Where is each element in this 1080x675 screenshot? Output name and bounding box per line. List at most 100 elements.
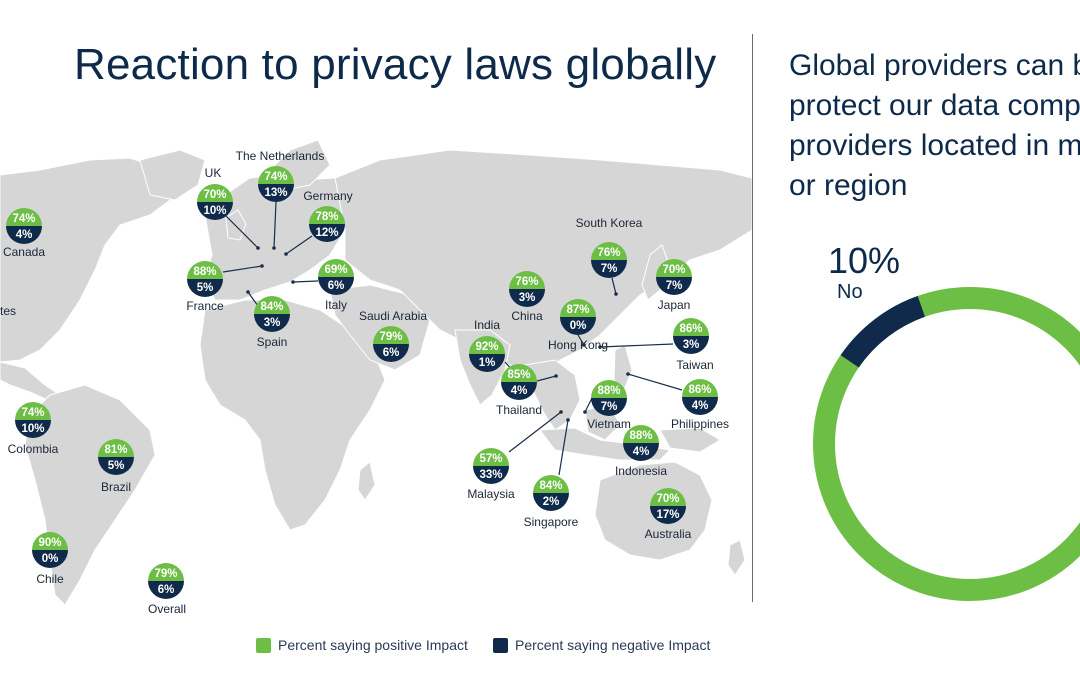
germany-location-dot <box>284 252 288 256</box>
singapore-badge: 84%2% <box>533 475 569 511</box>
malaysia-negative-value: 33% <box>479 469 502 481</box>
colombia-badge: 74%10% <box>15 402 51 438</box>
japan-negative-half <box>656 277 692 295</box>
vietnam-positive-value: 88% <box>597 385 620 397</box>
saudi-arabia-negative-value: 6% <box>383 347 400 359</box>
italy-negative-half <box>318 277 354 295</box>
spain-negative-half <box>254 314 290 332</box>
philippines-badge: 86%4% <box>682 379 718 415</box>
taiwan-positive-half <box>673 318 709 336</box>
taiwan-badge: 86%3% <box>673 318 709 354</box>
indonesia-negative-value: 4% <box>633 446 650 458</box>
taiwan-label: Taiwan <box>676 358 713 372</box>
indonesia-badge: 88%4% <box>623 425 659 461</box>
legend-negative: Percent saying negative Impact <box>493 637 710 653</box>
south-korea-leader-line <box>611 277 617 295</box>
india-positive-value: 92% <box>475 341 498 353</box>
philippines-location-dot <box>626 372 630 376</box>
thailand-positive-value: 85% <box>507 369 530 381</box>
canada-label: Canada <box>3 245 45 259</box>
saudi-arabia-positive-value: 79% <box>379 331 402 343</box>
the-netherlands-label: The Netherlands <box>236 149 325 163</box>
spain-location-dot <box>246 290 250 294</box>
greenland-shape <box>139 149 206 201</box>
vietnam-negative-half <box>591 398 627 416</box>
legend-positive-label: Percent saying positive Impact <box>278 637 468 653</box>
india-negative-half <box>469 354 505 372</box>
philippines-negative-half <box>682 397 718 415</box>
question-line-3: providers located in m <box>789 129 1080 162</box>
thailand-badge: 85%4% <box>501 364 537 400</box>
germany-positive-value: 78% <box>315 211 338 223</box>
chile-positive-value: 90% <box>38 537 61 549</box>
saudi-arabia-badge: 79%6% <box>373 326 409 362</box>
indonesia-positive-value: 88% <box>629 430 652 442</box>
vietnam-leader-line <box>584 397 593 413</box>
france-badge: 88%5% <box>187 261 223 297</box>
uk-shape <box>225 209 247 241</box>
germany-label: Germany <box>303 189 352 203</box>
brazil-positive-value: 81% <box>104 444 127 456</box>
singapore-location-dot <box>566 418 570 422</box>
philippines-positive-half <box>682 379 718 397</box>
brazil-positive-half <box>98 439 134 457</box>
question-line-2: protect our data comp <box>789 89 1080 122</box>
donut-no-arc <box>840 296 926 368</box>
donut-no-label: No <box>837 281 863 303</box>
australia-positive-half <box>650 488 686 506</box>
singapore-negative-value: 2% <box>543 496 560 508</box>
overall-label: Overall <box>148 602 186 616</box>
malaysia-positive-half <box>473 448 509 466</box>
the-netherlands-positive-half <box>258 166 294 184</box>
canada-badge: 74%4% <box>6 208 42 244</box>
taiwan-negative-half <box>673 336 709 354</box>
philippines-positive-value: 86% <box>688 384 711 396</box>
philippines-leader-line <box>627 373 683 391</box>
world-map-landmass <box>0 139 752 606</box>
germany-badge: 78%12% <box>309 206 345 242</box>
indonesia-positive-half <box>623 425 659 443</box>
south-korea-label: South Korea <box>576 216 643 230</box>
australia-negative-half <box>650 506 686 524</box>
japan-shape <box>641 244 669 301</box>
saudi-arabia-negative-half <box>373 344 409 362</box>
italy-label: Italy <box>325 298 347 312</box>
italy-positive-half <box>318 259 354 277</box>
donut-no-percent: 10% <box>828 240 900 281</box>
canada-negative-value: 4% <box>16 229 33 241</box>
chile-negative-half <box>32 550 68 568</box>
the-netherlands-badge: 74%13% <box>258 166 294 202</box>
hong-kong-location-dot <box>582 343 586 347</box>
asia-shape <box>334 149 752 376</box>
chile-positive-half <box>32 532 68 550</box>
leader-lines <box>222 201 683 476</box>
south-korea-positive-half <box>591 242 627 260</box>
spain-label: Spain <box>257 335 288 349</box>
south-korea-negative-half <box>591 260 627 278</box>
india-badge: 92%1% <box>469 336 505 372</box>
the-netherlands-positive-value: 74% <box>264 171 287 183</box>
malaysia-badge: 57%33% <box>473 448 509 484</box>
chile-negative-value: 0% <box>42 553 59 565</box>
the-netherlands-negative-half <box>258 184 294 202</box>
japan-positive-value: 70% <box>662 264 685 276</box>
overall-badge: 79%6% <box>148 563 184 599</box>
malaysia-label: Malaysia <box>467 487 515 501</box>
hong-kong-negative-value: 0% <box>570 320 587 332</box>
colombia-positive-value: 74% <box>21 407 44 419</box>
spain-positive-value: 84% <box>260 301 283 313</box>
hong-kong-leader-line <box>577 334 585 346</box>
uk-positive-value: 70% <box>203 189 226 201</box>
spain-leader-line <box>247 291 259 307</box>
philippines-negative-value: 4% <box>692 400 709 412</box>
taiwan-positive-value: 86% <box>679 323 702 335</box>
brazil-negative-half <box>98 457 134 475</box>
italy-positive-value: 69% <box>324 264 347 276</box>
singapore-positive-value: 84% <box>539 480 562 492</box>
malaysia-location-dot <box>559 410 563 414</box>
south-korea-positive-value: 76% <box>597 247 620 259</box>
vietnam-negative-value: 7% <box>601 401 618 413</box>
thailand-negative-value: 4% <box>511 385 528 397</box>
brazil-label: Brazil <box>101 480 131 494</box>
japan-label: Japan <box>658 298 691 312</box>
